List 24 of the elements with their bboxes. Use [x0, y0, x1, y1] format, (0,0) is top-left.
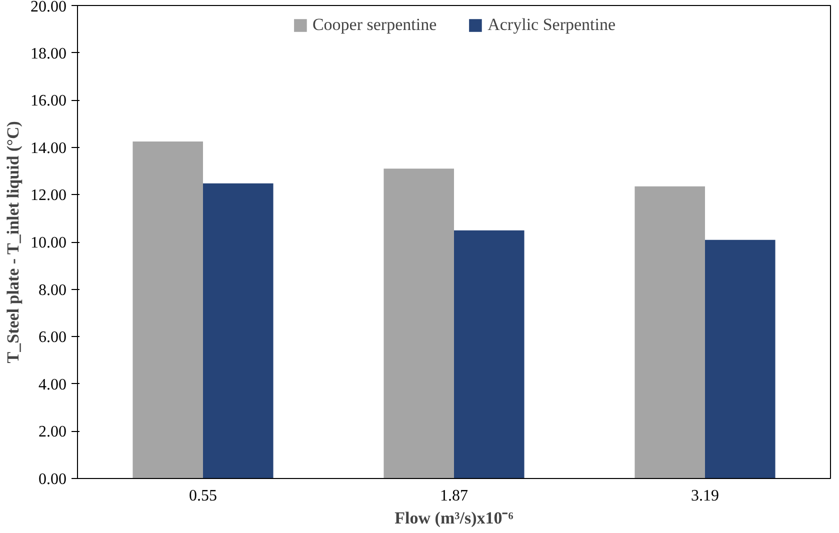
y-tick-label: 16.00 — [30, 92, 66, 110]
bar — [384, 168, 454, 478]
bar — [203, 183, 274, 478]
y-tick-label: 10.00 — [30, 234, 66, 252]
y-tick-label: 6.00 — [38, 329, 66, 346]
y-tick-label: 12.00 — [30, 187, 66, 204]
bar — [454, 230, 524, 478]
legend-label: Cooper serpentine — [312, 15, 437, 35]
x-tick-label: 3.19 — [691, 488, 719, 504]
bar — [705, 240, 776, 478]
y-tick-label: 8.00 — [38, 282, 66, 299]
x-tick-label: 1.87 — [440, 488, 468, 504]
x-tick-label: 0.55 — [189, 488, 217, 504]
y-tick-label: 0.00 — [38, 471, 66, 488]
bar — [634, 186, 705, 478]
y-tick-label: 20.00 — [30, 0, 66, 16]
x-axis-title: Flow (m³/s)x10⁻⁶ — [394, 508, 514, 528]
y-tick-label: 14.00 — [30, 140, 66, 157]
y-tick-label: 4.00 — [38, 376, 66, 394]
y-tick-label: 2.00 — [38, 424, 66, 441]
legend-label: Acrylic Serpentine — [488, 15, 616, 35]
bar — [132, 141, 203, 478]
y-tick-label: 18.00 — [30, 45, 66, 62]
y-axis-title: T_Steel plate - T_inlet liquid (°C) — [4, 121, 22, 364]
